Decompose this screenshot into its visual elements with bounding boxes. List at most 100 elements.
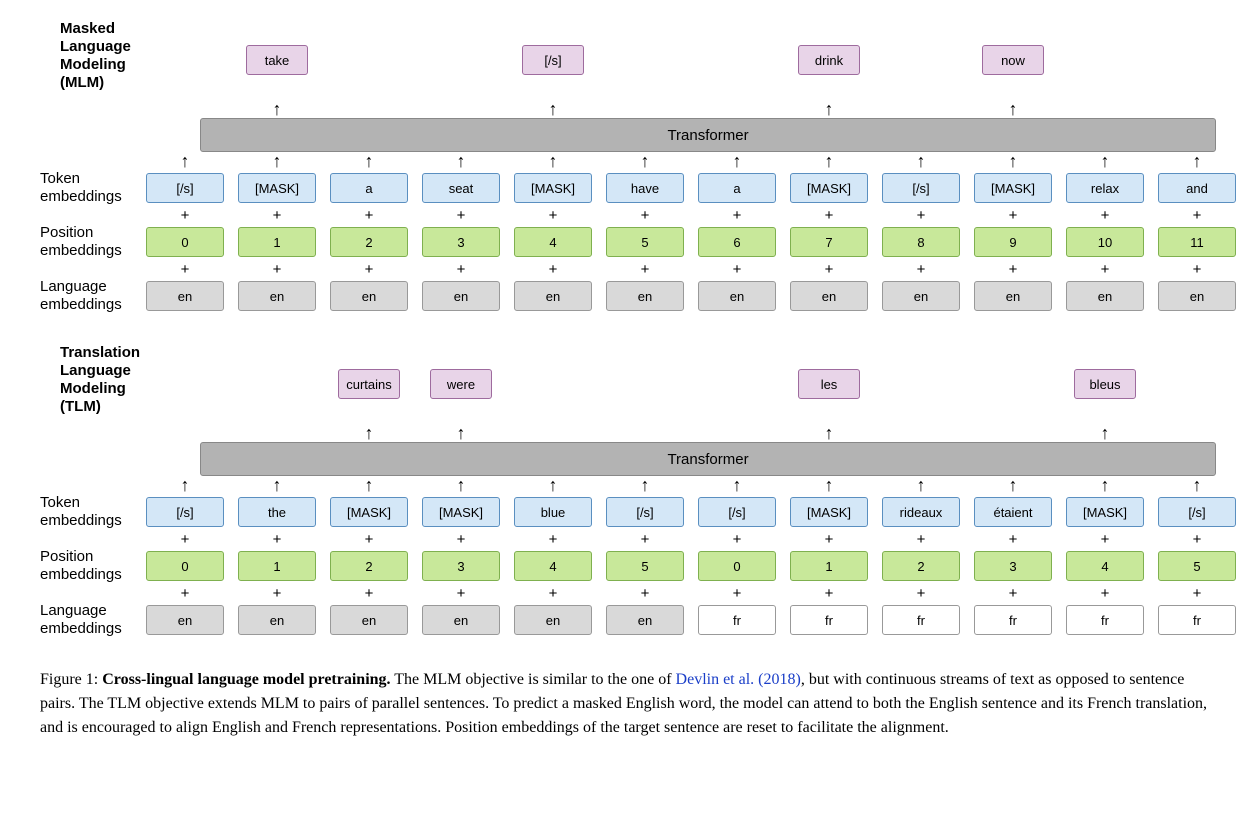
lang-cell-10: en	[1066, 281, 1144, 311]
lang-cell-0: en	[146, 605, 224, 635]
mlm-title: Masked Language Modeling (MLM)	[40, 20, 146, 92]
token-cell-0: [/s]	[146, 497, 224, 527]
tlm-transformer: Transformer	[200, 442, 1216, 476]
arrow-icon: ↑	[1158, 476, 1236, 494]
arrow-icon: ↑	[698, 152, 776, 170]
token-cell-3: seat	[422, 173, 500, 203]
plus-icon: +	[882, 260, 960, 278]
plus-icon: +	[330, 584, 408, 602]
token-cell-2: [MASK]	[330, 497, 408, 527]
lang-cell-7: en	[790, 281, 868, 311]
plus-icon: +	[330, 530, 408, 548]
lang-cell-4: en	[514, 605, 592, 635]
arrow-icon	[882, 424, 960, 442]
token-cell-3: [MASK]	[422, 497, 500, 527]
arrow-icon	[698, 100, 776, 118]
arrow-icon	[1066, 100, 1144, 118]
plus-icon: +	[514, 206, 592, 224]
arrow-icon: ↑	[974, 100, 1052, 118]
plus-icon: +	[146, 584, 224, 602]
token-cell-11: and	[1158, 173, 1236, 203]
arrow-icon: ↑	[422, 476, 500, 494]
token-cell-9: [MASK]	[974, 173, 1052, 203]
lang-cell-2: en	[330, 281, 408, 311]
position-cell-8: 2	[882, 551, 960, 581]
arrow-icon: ↑	[790, 152, 868, 170]
tlm-title: Translation Language Modeling (TLM)	[40, 344, 146, 416]
plus-icon: +	[974, 260, 1052, 278]
plus-icon: +	[606, 584, 684, 602]
token-cell-11: [/s]	[1158, 497, 1236, 527]
plus-icon: +	[790, 584, 868, 602]
arrow-icon	[146, 100, 224, 118]
plus-icon: +	[238, 206, 316, 224]
position-cell-0: 0	[146, 551, 224, 581]
plus-icon: +	[146, 260, 224, 278]
token-cell-5: have	[606, 173, 684, 203]
plus-icon: +	[974, 206, 1052, 224]
mlm-output-row: take[/s]drinknow	[146, 45, 1236, 75]
caption-title: Cross-lingual language model pretraining…	[102, 671, 390, 688]
token-cell-7: [MASK]	[790, 497, 868, 527]
position-cell-10: 10	[1066, 227, 1144, 257]
arrow-icon: ↑	[514, 152, 592, 170]
mlm-lang-row: enenenenenenenenenenenen	[146, 281, 1236, 311]
lang-cell-2: en	[330, 605, 408, 635]
token-cell-4: blue	[514, 497, 592, 527]
arrow-icon: ↑	[974, 152, 1052, 170]
mlm-section: Masked Language Modeling (MLM) take[/s]d…	[20, 20, 1236, 314]
caption-body-1: The MLM objective is similar to the one …	[391, 671, 676, 688]
position-cell-1: 1	[238, 227, 316, 257]
position-cell-2: 2	[330, 551, 408, 581]
citation-link[interactable]: Devlin et al. (2018)	[676, 671, 801, 688]
lang-cell-3: en	[422, 281, 500, 311]
tlm-position-row: 012345012345	[146, 551, 1236, 581]
arrow-icon: ↑	[238, 100, 316, 118]
plus-icon: +	[698, 260, 776, 278]
plus-icon: +	[698, 584, 776, 602]
lang-cell-0: en	[146, 281, 224, 311]
plus-icon: +	[146, 206, 224, 224]
arrow-icon: ↑	[1066, 424, 1144, 442]
output-cell-7: les	[798, 369, 860, 399]
tlm-section: Translation Language Modeling (TLM) curt…	[20, 344, 1236, 638]
plus-icon: +	[790, 206, 868, 224]
tlm-token-row: [/s]the[MASK][MASK]blue[/s][/s][MASK]rid…	[146, 497, 1236, 527]
arrow-icon: ↑	[790, 476, 868, 494]
lang-cell-8: fr	[882, 605, 960, 635]
plus-icon: +	[790, 530, 868, 548]
position-cell-7: 7	[790, 227, 868, 257]
position-cell-6: 0	[698, 551, 776, 581]
lang-cell-1: en	[238, 605, 316, 635]
arrow-icon: ↑	[238, 476, 316, 494]
plus-icon: +	[698, 530, 776, 548]
position-cell-9: 3	[974, 551, 1052, 581]
plus-icon: +	[238, 260, 316, 278]
token-cell-8: rideaux	[882, 497, 960, 527]
position-cell-3: 3	[422, 227, 500, 257]
plus-icon: +	[606, 206, 684, 224]
arrow-icon	[882, 100, 960, 118]
output-cell-4: [/s]	[522, 45, 584, 75]
plus-icon: +	[606, 530, 684, 548]
arrow-icon	[606, 100, 684, 118]
plus-icon: +	[238, 530, 316, 548]
arrow-icon: ↑	[698, 476, 776, 494]
plus-icon: +	[1158, 260, 1236, 278]
lang-cell-1: en	[238, 281, 316, 311]
arrow-icon: ↑	[882, 152, 960, 170]
token-cell-2: a	[330, 173, 408, 203]
tlm-lang-row: enenenenenenfrfrfrfrfrfr	[146, 605, 1236, 635]
plus-icon: +	[698, 206, 776, 224]
arrow-icon: ↑	[606, 152, 684, 170]
tlm-output-row: curtainswerelesbleus	[146, 369, 1236, 399]
arrow-icon	[422, 100, 500, 118]
output-cell-1: take	[246, 45, 308, 75]
arrow-icon: ↑	[146, 152, 224, 170]
lang-cell-11: fr	[1158, 605, 1236, 635]
plus-icon: +	[330, 260, 408, 278]
plus-icon: +	[514, 260, 592, 278]
mlm-token-row: [/s][MASK]aseat[MASK]havea[MASK][/s][MAS…	[146, 173, 1236, 203]
plus-icon: +	[422, 260, 500, 278]
position-cell-11: 5	[1158, 551, 1236, 581]
